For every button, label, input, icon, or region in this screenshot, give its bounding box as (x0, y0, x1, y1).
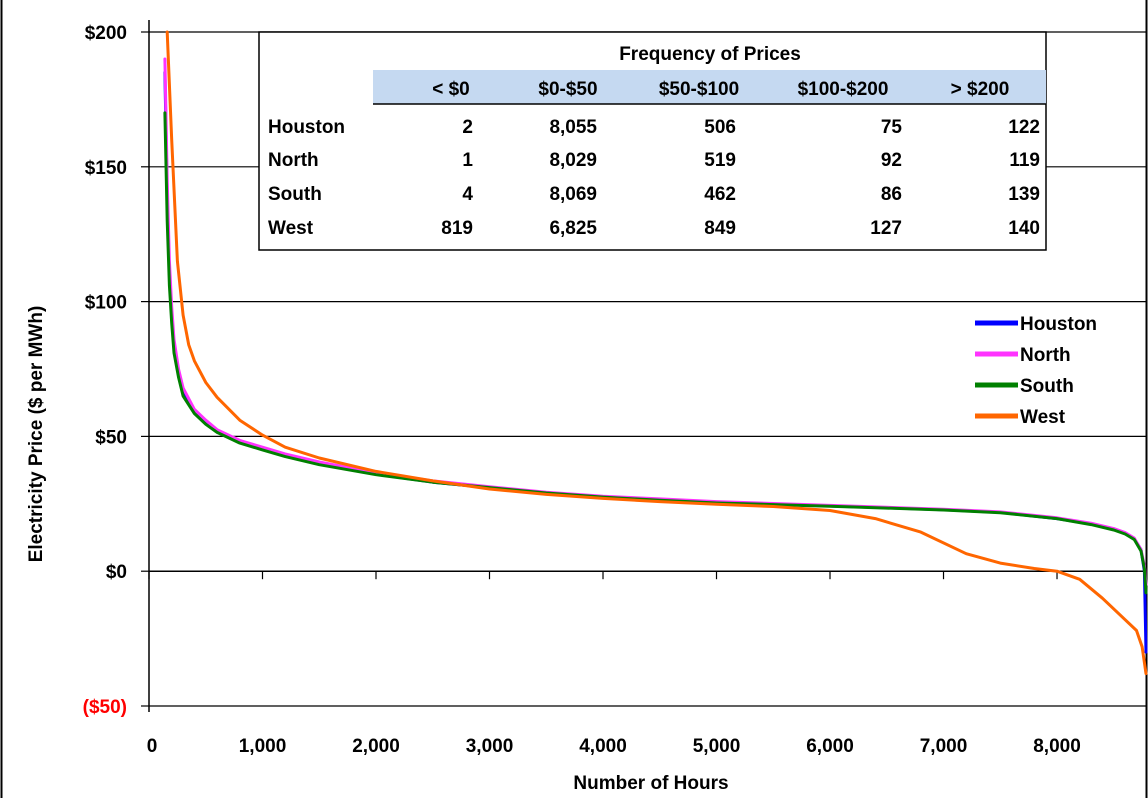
table-cell: 75 (881, 117, 903, 138)
table-cell: 849 (704, 218, 736, 239)
table-row-label: South (268, 184, 322, 205)
y-tick-label: $100 (85, 293, 127, 314)
table-cell: 506 (704, 117, 736, 138)
table-box (258, 31, 1047, 251)
table-cell: 8,029 (549, 150, 597, 171)
x-tick-label: 7,000 (920, 736, 968, 757)
legend-label: Houston (1020, 314, 1097, 335)
table-cell: 8,069 (549, 184, 597, 205)
table-cell: 462 (704, 184, 736, 205)
table-cell: 819 (441, 218, 473, 239)
legend-label: West (1020, 407, 1066, 428)
table-cell: 140 (1008, 218, 1040, 239)
table-column-header: $50-$100 (659, 79, 739, 100)
y-tick-label: $150 (85, 158, 127, 179)
table-row-label: Houston (268, 117, 345, 138)
table-cell: 1 (462, 150, 473, 171)
table-header-band (373, 70, 1046, 104)
x-tick-label: 6,000 (806, 736, 854, 757)
legend-label: North (1020, 345, 1071, 366)
table-cell: 519 (704, 150, 736, 171)
frequency-table: Frequency of Prices < $0 $0-$50 $50-$100 $1… (258, 31, 1047, 251)
series-line-west (165, 30, 1148, 676)
y-axis-ticks: ($50) $0 $50 $100 $150 $200 (83, 23, 149, 718)
series-lines (163, 30, 1148, 676)
table-cell: 86 (881, 184, 902, 205)
y-axis-label: Electricity Price ($ per MWh) (26, 306, 47, 563)
x-tick-label: 5,000 (693, 736, 741, 757)
legend: Houston North South West (975, 314, 1097, 428)
table-cell: 122 (1008, 117, 1040, 138)
x-tick-label: 3,000 (466, 736, 514, 757)
x-tick-label: 8,000 (1033, 736, 1081, 757)
x-tick-label: 0 (147, 736, 158, 757)
table-cell: 119 (1009, 150, 1040, 171)
y-tick-label: $50 (95, 427, 127, 448)
table-column-header: > $200 (951, 79, 1010, 100)
table-cell: 92 (881, 150, 902, 171)
y-tick-label: $200 (85, 23, 127, 44)
axes (148, 20, 1146, 712)
x-axis-ticks: 0 1,000 2,000 3,000 4,000 5,000 6,000 7,000 8,00… (147, 571, 1081, 757)
table-cell: 127 (870, 218, 902, 239)
table-cell: 8,055 (549, 117, 597, 138)
x-tick-label: 4,000 (579, 736, 627, 757)
table-row-label: North (268, 150, 319, 171)
table-cell: 139 (1008, 184, 1040, 205)
table-row-label: West (268, 218, 314, 239)
y-tick-label: $0 (106, 562, 127, 583)
x-tick-label: 2,000 (352, 736, 400, 757)
table-cell: 6,825 (549, 218, 597, 239)
legend-label: South (1020, 376, 1074, 397)
table-cell: 4 (462, 184, 473, 205)
table-column-header: $100-$200 (798, 79, 889, 100)
table-column-header: < $0 (432, 79, 470, 100)
y-tick-label: ($50) (83, 697, 127, 718)
x-tick-label: 1,000 (239, 736, 287, 757)
table-title: Frequency of Prices (619, 44, 801, 65)
table-column-header: $0-$50 (538, 79, 597, 100)
x-axis-label: Number of Hours (573, 773, 728, 794)
table-cell: 2 (462, 117, 473, 138)
